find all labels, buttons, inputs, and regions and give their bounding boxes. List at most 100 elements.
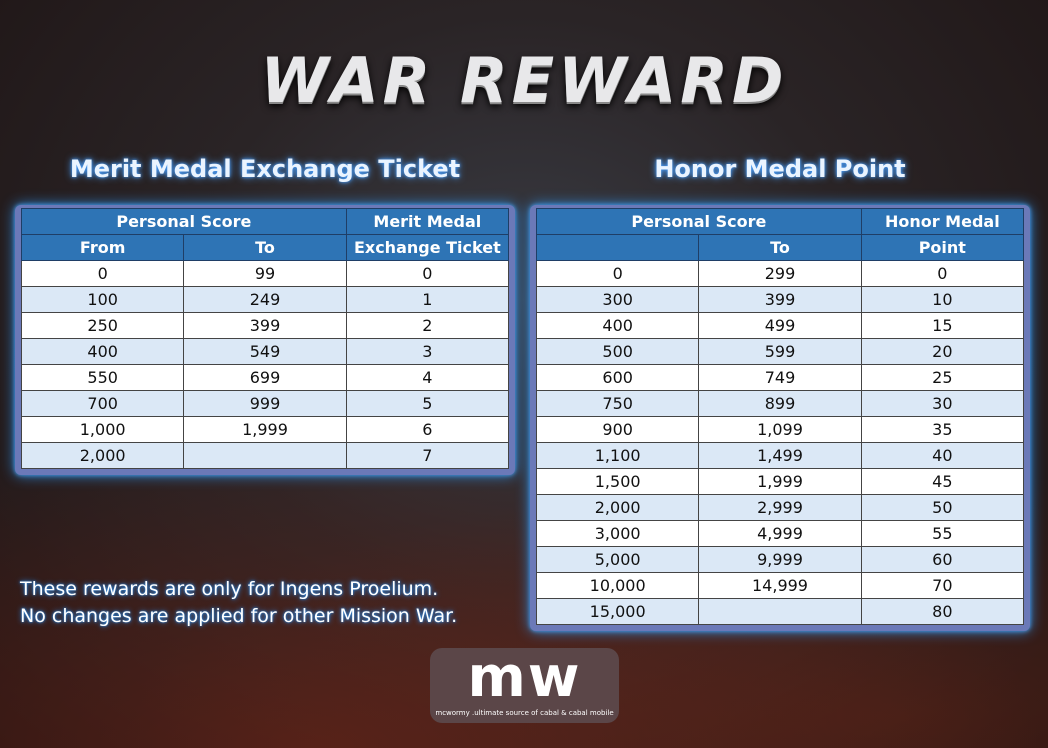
table-row: 5,000 9,999 60 bbox=[535, 546, 1025, 573]
cell-reward: 20 bbox=[860, 338, 1025, 365]
logo-mark: mw bbox=[467, 645, 582, 710]
cell-to: 299 bbox=[698, 260, 862, 287]
cell-reward: 0 bbox=[860, 260, 1025, 287]
cell-to: 4,999 bbox=[698, 520, 862, 547]
cell-from: 100 bbox=[20, 286, 185, 313]
table-row: 700 999 5 bbox=[20, 390, 510, 417]
cell-from: 700 bbox=[20, 390, 185, 417]
header-to: To bbox=[698, 234, 862, 261]
cell-to: 1,999 bbox=[698, 468, 862, 495]
footnote-line: These rewards are only for Ingens Proeli… bbox=[20, 578, 439, 600]
cell-from: 500 bbox=[535, 338, 700, 365]
cell-from: 750 bbox=[535, 390, 700, 417]
cell-reward: 10 bbox=[860, 286, 1025, 313]
cell-reward: 60 bbox=[860, 546, 1025, 573]
cell-from: 2,000 bbox=[535, 494, 700, 521]
header-personal-score: Personal Score bbox=[21, 208, 347, 235]
cell-reward: 0 bbox=[345, 260, 510, 287]
table-row: 300 399 10 bbox=[535, 286, 1025, 313]
cell-to: 249 bbox=[183, 286, 347, 313]
cell-reward: 30 bbox=[860, 390, 1025, 417]
footnote-line: No changes are applied for other Mission… bbox=[20, 605, 458, 627]
cell-to: 399 bbox=[698, 286, 862, 313]
table-row: 0 299 0 bbox=[535, 260, 1025, 287]
header-reward-2: Point bbox=[860, 234, 1025, 261]
cell-reward: 40 bbox=[860, 442, 1025, 469]
cell-reward: 80 bbox=[860, 598, 1025, 625]
cell-to: 1,999 bbox=[183, 416, 347, 443]
merit-table-panel: Personal Score Merit Medal From To Exchange… bbox=[15, 205, 515, 475]
cell-reward: 70 bbox=[860, 572, 1025, 599]
cell-to: 2,999 bbox=[698, 494, 862, 521]
cell-from: 0 bbox=[535, 260, 700, 287]
cell-to: 599 bbox=[698, 338, 862, 365]
table-row: 400 499 15 bbox=[535, 312, 1025, 339]
cell-to: 14,999 bbox=[698, 572, 862, 599]
cell-to: 1,099 bbox=[698, 416, 862, 443]
table-row: 100 249 1 bbox=[20, 286, 510, 313]
merit-heading: Merit Medal Exchange Ticket bbox=[69, 155, 461, 183]
table-row: 3,000 4,999 55 bbox=[535, 520, 1025, 547]
cell-reward: 15 bbox=[860, 312, 1025, 339]
cell-from: 900 bbox=[535, 416, 700, 443]
cell-to: 99 bbox=[183, 260, 347, 287]
cell-to: 9,999 bbox=[698, 546, 862, 573]
cell-from: 400 bbox=[535, 312, 700, 339]
table-row: 900 1,099 35 bbox=[535, 416, 1025, 443]
table-row: 600 749 25 bbox=[535, 364, 1025, 391]
cell-from: 3,000 bbox=[535, 520, 700, 547]
cell-from: 15,000 bbox=[535, 598, 700, 625]
footnote: These rewards are only for Ingens Proeli… bbox=[20, 576, 457, 630]
cell-from: 5,000 bbox=[535, 546, 700, 573]
cell-reward: 3 bbox=[345, 338, 510, 365]
cell-to: 549 bbox=[183, 338, 347, 365]
cell-to: 699 bbox=[183, 364, 347, 391]
table-row: 550 699 4 bbox=[20, 364, 510, 391]
cell-reward: 5 bbox=[345, 390, 510, 417]
cell-from: 2,000 bbox=[20, 442, 185, 469]
header-from bbox=[535, 234, 700, 261]
cell-reward: 4 bbox=[345, 364, 510, 391]
table-row: 500 599 20 bbox=[535, 338, 1025, 365]
honor-heading: Honor Medal Point bbox=[654, 155, 906, 183]
cell-to: 749 bbox=[698, 364, 862, 391]
table-row: 2,000 7 bbox=[20, 442, 510, 469]
page-title: WAR REWARD bbox=[260, 44, 788, 117]
table-row: 0 99 0 bbox=[20, 260, 510, 287]
cell-to bbox=[698, 598, 862, 625]
cell-to: 999 bbox=[183, 390, 347, 417]
cell-reward: 35 bbox=[860, 416, 1025, 443]
cell-reward: 2 bbox=[345, 312, 510, 339]
table-row: 1,100 1,499 40 bbox=[535, 442, 1025, 469]
table-row: 15,000 80 bbox=[535, 598, 1025, 625]
cell-to bbox=[183, 442, 347, 469]
honor-table: Personal Score Honor Medal To Point 0 299 0 3… bbox=[535, 208, 1025, 625]
table-row: 10,000 14,999 70 bbox=[535, 572, 1025, 599]
cell-reward: 1 bbox=[345, 286, 510, 313]
cell-from: 1,100 bbox=[535, 442, 700, 469]
table-row: 250 399 2 bbox=[20, 312, 510, 339]
cell-from: 400 bbox=[20, 338, 185, 365]
table-row: 1,500 1,999 45 bbox=[535, 468, 1025, 495]
cell-reward: 25 bbox=[860, 364, 1025, 391]
header-from: From bbox=[20, 234, 185, 261]
cell-from: 10,000 bbox=[535, 572, 700, 599]
cell-to: 399 bbox=[183, 312, 347, 339]
header-personal-score: Personal Score bbox=[536, 208, 862, 235]
table-row: 750 899 30 bbox=[535, 390, 1025, 417]
cell-from: 550 bbox=[20, 364, 185, 391]
cell-reward: 50 bbox=[860, 494, 1025, 521]
table-row: 2,000 2,999 50 bbox=[535, 494, 1025, 521]
cell-reward: 55 bbox=[860, 520, 1025, 547]
cell-from: 250 bbox=[20, 312, 185, 339]
table-row: 400 549 3 bbox=[20, 338, 510, 365]
header-reward-2: Exchange Ticket bbox=[345, 234, 510, 261]
cell-to: 1,499 bbox=[698, 442, 862, 469]
cell-reward: 45 bbox=[860, 468, 1025, 495]
cell-from: 1,000 bbox=[20, 416, 185, 443]
cell-reward: 7 bbox=[345, 442, 510, 469]
table-row: 1,000 1,999 6 bbox=[20, 416, 510, 443]
cell-reward: 6 bbox=[345, 416, 510, 443]
mw-logo: mw mcwormy .ultimate source of cabal & c… bbox=[430, 648, 619, 723]
cell-to: 499 bbox=[698, 312, 862, 339]
